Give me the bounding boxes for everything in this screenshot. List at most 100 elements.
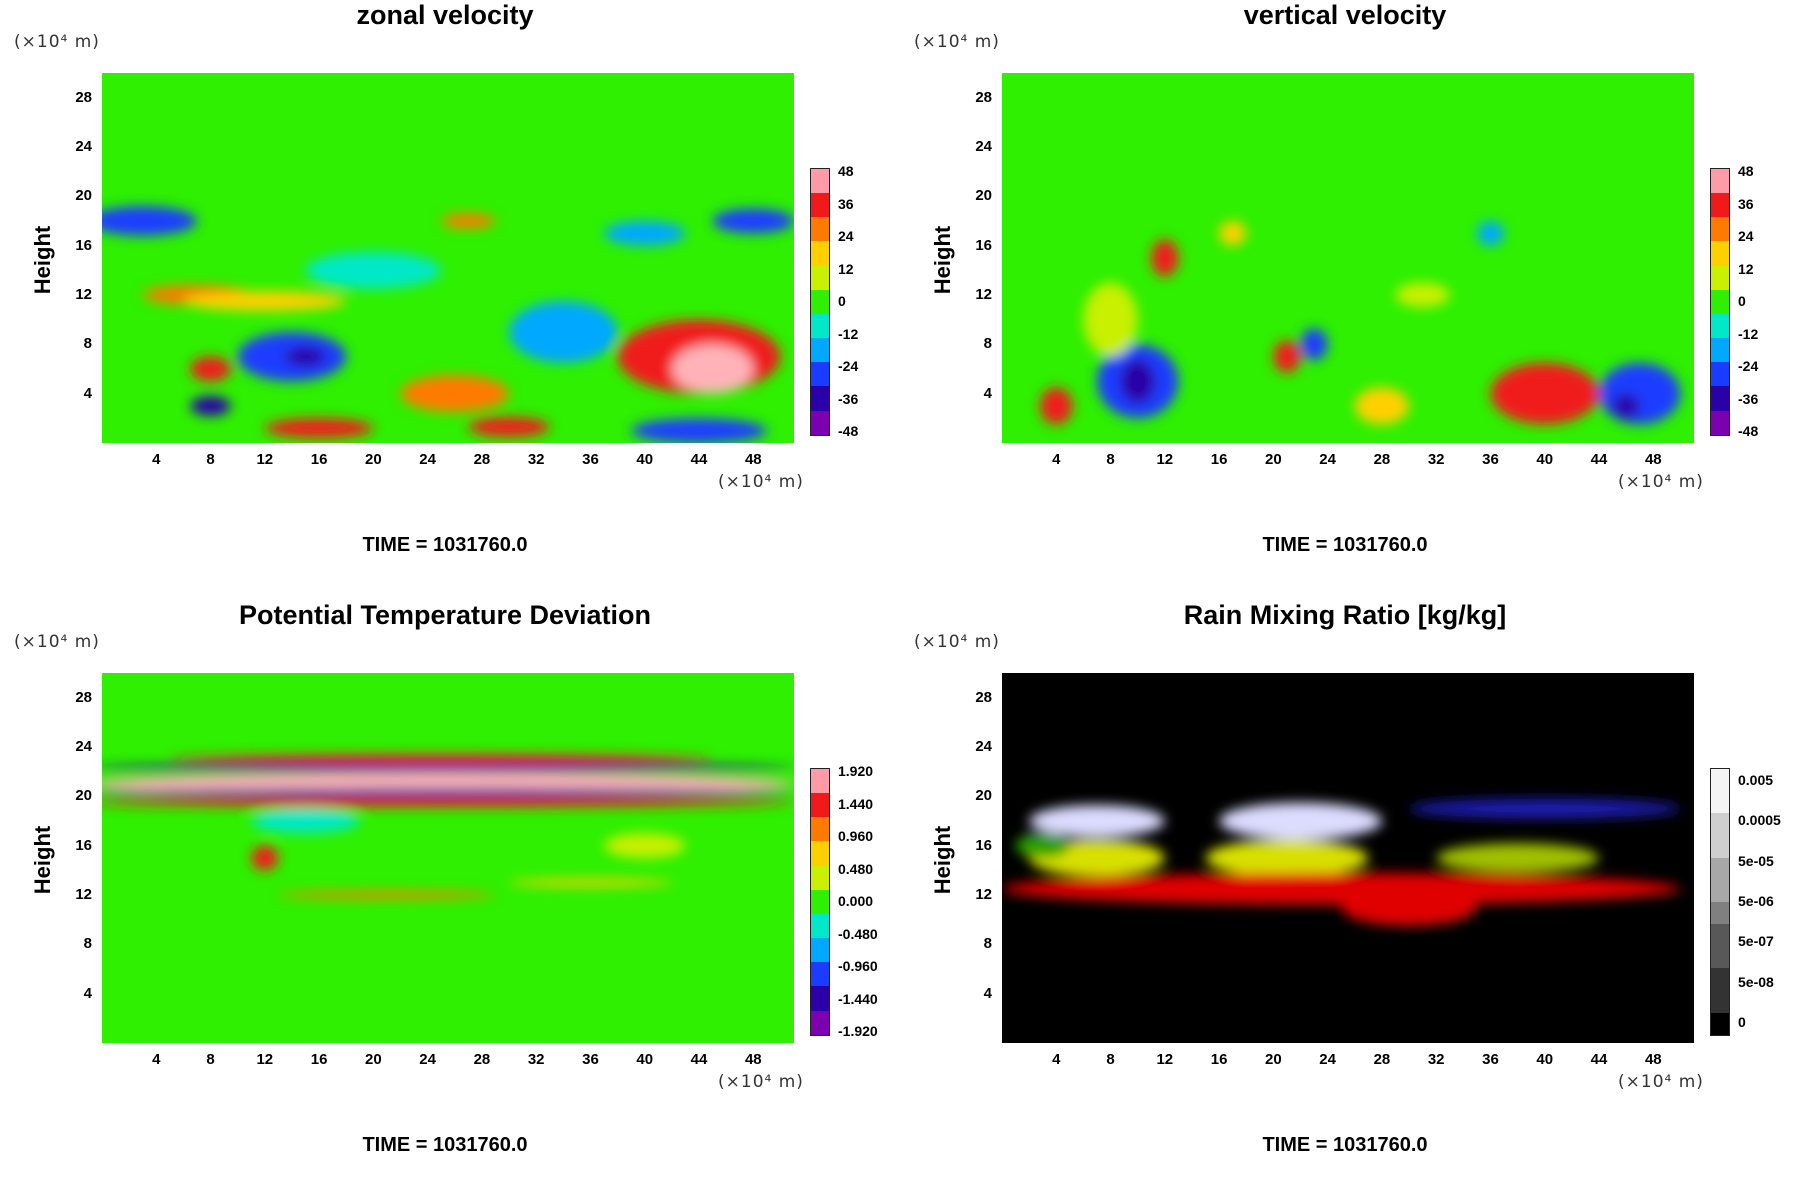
x-unit-label: (×10⁴ m) (718, 472, 804, 492)
y-tick-label: 8 (83, 935, 92, 953)
field-feature (1476, 221, 1505, 246)
colorbar-label: 5e-05 (1738, 852, 1774, 869)
panel-rain-mixing-ratio: Rain Mixing Ratio [kg/kg] (×10⁴ m) Heigh… (900, 600, 1800, 1200)
x-tick-label: 36 (582, 1051, 599, 1068)
colorbar-label: -0.480 (838, 925, 878, 942)
colorbar-swatch (811, 781, 829, 794)
colorbar-swatch (811, 865, 829, 878)
x-unit-label: (×10⁴ m) (1618, 472, 1704, 492)
x-unit-label: (×10⁴ m) (718, 1072, 804, 1092)
y-tick-label: 28 (975, 688, 992, 706)
y-tick-label: 12 (75, 286, 92, 303)
x-tick-label: 48 (1644, 451, 1662, 468)
colorbar-label: 5e-07 (1738, 933, 1774, 950)
y-tick-label: 8 (983, 335, 992, 353)
colorbar-swatch (811, 986, 829, 999)
colorbar-swatch (811, 289, 829, 302)
field-feature (190, 396, 231, 416)
colorbar-label: -24 (838, 358, 859, 374)
y-axis-label: Height (30, 225, 55, 295)
colorbar-swatch (1711, 946, 1729, 969)
field-feature (509, 878, 672, 887)
colorbar-swatch (811, 889, 829, 902)
colorbar-label: 36 (1738, 195, 1754, 212)
colorbar-label: 48 (838, 163, 854, 179)
colorbar-swatch (811, 938, 829, 951)
colorbar-swatch (811, 793, 829, 806)
x-tick-label: 12 (1156, 451, 1174, 468)
colorbar-label: 5e-08 (1738, 973, 1774, 990)
colorbar-swatch (1711, 924, 1729, 947)
x-tick-label: 4 (152, 451, 161, 468)
colorbar-swatch (1711, 253, 1729, 266)
field-feature (264, 418, 374, 439)
x-tick-label: 4 (1052, 1051, 1061, 1068)
colorbar-swatch (1711, 1012, 1729, 1035)
colorbar-swatch (1711, 265, 1729, 278)
colorbar-swatch (811, 926, 829, 939)
heatmap-plot (102, 673, 794, 1043)
colorbar-swatch (811, 386, 829, 399)
colorbar-swatch (1711, 313, 1729, 327)
colorbar-label: 0.0005 (1738, 812, 1781, 829)
colorbar-label: 24 (1738, 228, 1754, 244)
y-unit-label: (×10⁴ m) (14, 32, 100, 52)
field-feature (102, 788, 794, 797)
colorbar-label: 1.920 (838, 763, 874, 779)
x-tick-label: 40 (1536, 451, 1554, 468)
y-tick-label: 4 (983, 984, 992, 1002)
colorbar-swatch (811, 853, 829, 866)
y-tick-label: 20 (975, 187, 992, 205)
colorbar-label: 0.005 (1738, 772, 1774, 788)
colorbar-swatch (1711, 362, 1729, 375)
field-feature (671, 344, 754, 394)
field-feature (102, 206, 197, 236)
field-feature (1300, 328, 1328, 361)
x-tick-label: 44 (690, 1051, 708, 1068)
colorbar-swatch (811, 374, 829, 387)
field-feature (1341, 888, 1477, 926)
time-label: TIME = 1031760.0 (1262, 1134, 1428, 1156)
chart-title: zonal velocity (356, 0, 534, 30)
colorbar-swatch (811, 253, 829, 266)
colorbar-swatch (811, 877, 829, 890)
field-feature (102, 797, 794, 808)
colorbar-swatch (1711, 990, 1729, 1013)
colorbar-swatch (811, 229, 829, 242)
colorbar-swatch (811, 398, 829, 411)
y-axis-label: Height (30, 825, 55, 895)
colorbar-swatch (1711, 301, 1729, 314)
colorbar-swatch (1711, 241, 1729, 254)
colorbar-swatch (811, 841, 829, 854)
colorbar-swatch (811, 301, 829, 314)
colorbar-swatch (811, 193, 829, 206)
colorbar-swatch (1711, 229, 1729, 242)
x-tick-label: 40 (1536, 1051, 1554, 1068)
colorbar-swatch (1711, 217, 1729, 230)
colorbar (1710, 168, 1730, 436)
colorbar-swatch (811, 998, 829, 1011)
colorbar-swatch (811, 313, 829, 327)
colorbar-swatch (811, 217, 829, 230)
x-tick-label: 48 (744, 1051, 762, 1068)
field-feature (278, 891, 496, 899)
colorbar (810, 768, 830, 1036)
colorbar-swatch (811, 410, 829, 423)
x-tick-label: 48 (1644, 1051, 1662, 1068)
colorbar-swatch (1711, 857, 1729, 880)
x-tick-label: 40 (636, 451, 654, 468)
field-feature (251, 808, 360, 834)
colorbar-swatch (811, 901, 829, 914)
colorbar (810, 168, 830, 436)
chart-title: Potential Temperature Deviation (238, 600, 652, 630)
heatmap-svg (102, 73, 794, 443)
y-axis-label: Height (930, 825, 955, 895)
colorbar-swatch (1711, 169, 1729, 182)
field-feature (1395, 282, 1450, 308)
field-feature (169, 754, 713, 765)
heatmap-svg (1002, 73, 1694, 443)
field-feature (305, 251, 442, 289)
heatmap-plot (1002, 673, 1694, 1043)
colorbar (1710, 768, 1730, 1036)
colorbar-swatch (811, 1010, 829, 1023)
